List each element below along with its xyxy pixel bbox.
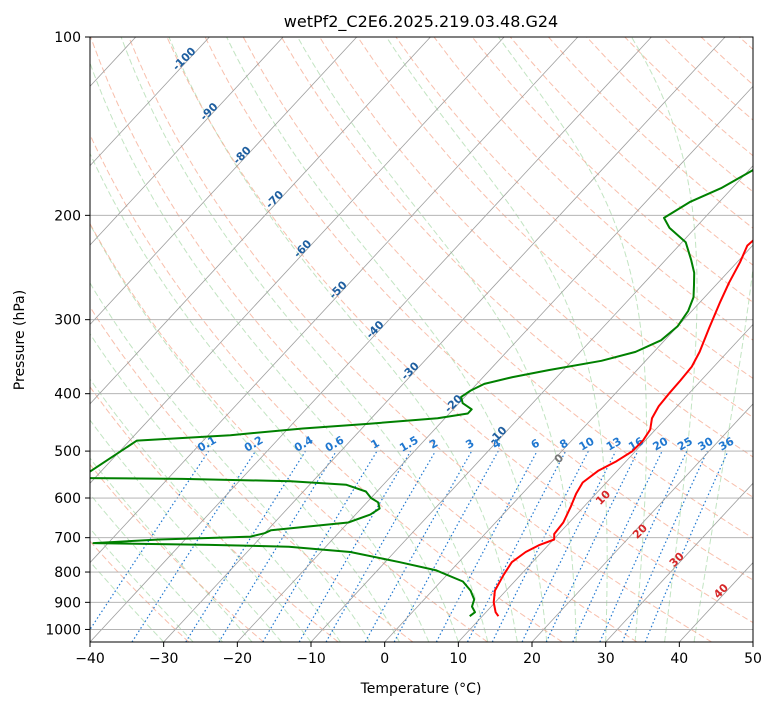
- mixing-ratio-line: [90, 450, 210, 631]
- isotherm-line: [752, 641, 753, 642]
- moist-adiabat-line: [90, 282, 371, 642]
- moist-adiabat-line: [168, 37, 518, 642]
- x-tick-label: 0: [380, 651, 389, 667]
- dry-adiabat-line: [166, 37, 753, 624]
- x-tick-label: 30: [597, 651, 615, 667]
- x-tick-label: 10: [449, 651, 467, 667]
- chart-title: wetPf2_C2E6.2025.219.03.48.G24: [284, 12, 558, 32]
- mixing-ratio-line: [599, 450, 688, 642]
- x-tick-label: −10: [296, 651, 326, 667]
- y-tick-label: 500: [54, 444, 81, 460]
- dewpoint-profile: [90, 168, 753, 617]
- x-tick-label: 50: [744, 651, 762, 667]
- dry-adiabat-line: [433, 37, 753, 341]
- y-tick-label: 200: [54, 208, 81, 224]
- x-tick-label: 20: [523, 651, 541, 667]
- isotherm-line: [0, 37, 62, 642]
- moist-adiabat-line: [90, 419, 282, 642]
- dry-adiabat-line: [280, 37, 753, 498]
- moist-adiabat-line: [631, 37, 698, 642]
- y-tick-label: 300: [54, 313, 81, 329]
- plot-background: [90, 37, 753, 642]
- profiles: [90, 168, 753, 617]
- x-tick-label: −40: [75, 651, 105, 667]
- moist-adiabat-line: [120, 37, 489, 642]
- y-tick-label: 100: [54, 30, 81, 46]
- isotherm-line: [90, 37, 358, 326]
- mixing-ratio-line: [621, 450, 708, 642]
- isotherm-line: [237, 85, 753, 642]
- isotherm-line: [310, 165, 753, 642]
- mixing-ratio-line: [435, 450, 538, 642]
- isotherms: [0, 37, 753, 642]
- moist-adiabat-line: [693, 264, 753, 642]
- x-axis-label: Temperature (°C): [360, 681, 482, 697]
- isotherm-line: [531, 403, 753, 642]
- y-tick-label: 700: [54, 531, 81, 547]
- dry-adiabat-line: [90, 222, 488, 642]
- x-tick-label: −30: [149, 651, 179, 667]
- moist-adiabat-line: [90, 223, 400, 642]
- x-axis: −40 −30 −20 −10 0 10 20 30 40 50: [75, 642, 762, 667]
- moist-adiabat-line: [385, 37, 608, 642]
- temperature-profile: [492, 239, 753, 617]
- dry-adiabat-line: [357, 37, 753, 418]
- y-tick-label: 900: [54, 595, 81, 611]
- dry-adiabat-line: [90, 37, 638, 642]
- isotherm-line: [90, 37, 210, 167]
- mixing-ratio-line: [521, 450, 617, 642]
- mixing-ratio-line: [131, 450, 257, 642]
- moist-adiabat-line: [90, 332, 341, 642]
- y-axis-label: Pressure (hPa): [12, 290, 28, 390]
- isotherm-line: [163, 37, 726, 642]
- dry-adiabat-line: [204, 37, 753, 581]
- y-tick-label: 1000: [45, 622, 81, 638]
- isotherm-line: [90, 37, 431, 405]
- y-axis: 100 200 300 400 500 600 700 800 900 1000: [45, 30, 90, 638]
- moist-adiabat-line: [90, 152, 430, 642]
- mixing-ratio-line: [218, 450, 337, 642]
- moist-adiabat-line: [497, 37, 647, 642]
- moist-adiabat-line: [90, 560, 165, 642]
- dry-adiabat-line: [128, 37, 712, 642]
- moist-adiabat-line: [90, 493, 223, 642]
- plot-frame: [89, 36, 754, 643]
- isotherm-line: [90, 37, 579, 564]
- moist-adiabat-line: [226, 37, 548, 642]
- dry-adiabats: [90, 37, 753, 642]
- moist-adiabat-line: [90, 61, 459, 642]
- x-tick-label: 40: [670, 651, 688, 667]
- isotherm-line: [90, 37, 505, 484]
- isotherm-line: [90, 37, 284, 246]
- mixing-ratio-line: [393, 450, 499, 642]
- dry-adiabat-line: [90, 463, 264, 642]
- isotherm-line: [90, 37, 652, 642]
- isotherm-line: [384, 244, 753, 642]
- y-tick-label: 800: [54, 565, 81, 581]
- y-tick-label: 600: [54, 491, 81, 507]
- isotherm-line: [605, 482, 753, 642]
- dry-adiabat-line: [90, 133, 563, 642]
- moist-adiabat-line: [297, 37, 577, 642]
- mixing-ratio-line: [491, 450, 589, 642]
- x-tick-label: −20: [223, 651, 253, 667]
- y-tick-label: 400: [54, 387, 81, 403]
- dry-adiabat-line: [319, 37, 753, 458]
